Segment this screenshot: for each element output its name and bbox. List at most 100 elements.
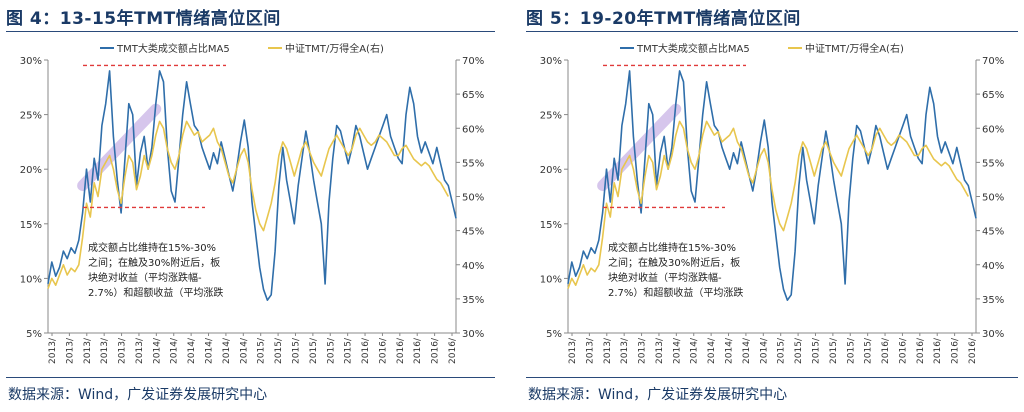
y-right-tick-label: 40%: [462, 261, 484, 272]
y-left-tick-label: 30%: [20, 56, 42, 67]
y-left-tick-label: 30%: [540, 56, 562, 67]
x-tick-label: 2016/: [448, 337, 458, 364]
x-tick-label: 2013/: [48, 337, 58, 364]
x-tick-label: 2015/: [344, 337, 354, 364]
annotation-line: 2.7%）和超额收益（平均涨跌: [88, 286, 223, 299]
x-tick-label: 2015/: [326, 337, 336, 364]
y-right-tick-label: 70%: [462, 56, 484, 67]
x-tick-label: 2016/: [361, 337, 371, 364]
x-tick-label: 2016/: [916, 337, 926, 364]
x-tick-label: 2014/: [672, 337, 682, 364]
y-right-tick-label: 55%: [982, 158, 1004, 169]
x-tick-label: 2015/: [257, 337, 267, 364]
x-tick-label: 2013/: [135, 337, 145, 364]
figure-4-title: 图 4：13-15年TMT情绪高位区间: [6, 9, 281, 29]
annotation-line: 之间；在触及30%附近后，板: [608, 256, 740, 269]
figure-4-top-rule: [6, 31, 495, 32]
figure-5-top-rule: [526, 31, 1018, 32]
figure-5-chart: 5% 10% 15% 20% 25% 30% 30% 35% 40% 45% 50% 55% 60% 65…: [540, 42, 1004, 364]
y-right-tick-label: 50%: [982, 193, 1004, 204]
x-tick-label: 2014/: [707, 337, 717, 364]
x-tick-label: 2014/: [690, 337, 700, 364]
y-right-tick-label: 60%: [462, 124, 484, 135]
x-tick-label: 2013/: [118, 337, 128, 364]
x-tick-label: 2016/: [378, 337, 388, 364]
x-tick-label: 2014/: [222, 337, 232, 364]
x-tick-label: 2013/: [620, 337, 630, 364]
x-tick-label: 2015/: [811, 337, 821, 364]
annotation-line: 块绝对收益（平均涨跌幅-: [608, 271, 722, 284]
y-left-tick-label: 10%: [20, 274, 42, 285]
y-right-tick-label: 55%: [462, 158, 484, 169]
trend-band: [597, 103, 682, 192]
x-tick-label: 2013/: [603, 337, 613, 364]
x-tick-label: 2015/: [777, 337, 787, 364]
series-tmt-turnover-line: [47, 70, 457, 302]
y-right-tick-label: 45%: [982, 227, 1004, 238]
y-left-tick-label: 5%: [26, 329, 42, 340]
y-right-tick-label: 35%: [462, 295, 484, 306]
x-tick-label: 2015/: [309, 337, 319, 364]
y-left-tick-label: 25%: [540, 111, 562, 122]
figure-5-bottom-rule: [526, 377, 1018, 378]
x-tick-label: 2015/: [864, 337, 874, 364]
x-tick-label: 2013/: [83, 337, 93, 364]
x-tick-label: 2014/: [725, 337, 735, 364]
trend-band: [77, 103, 162, 192]
x-tick-label: 2013/: [568, 337, 578, 364]
figure-5-source: 数据来源：Wind，广发证券发展研究中心: [528, 387, 788, 403]
figure-4-bottom-rule: [6, 377, 495, 378]
y-right-tick-label: 65%: [462, 90, 484, 101]
x-tick-label: 2016/: [396, 337, 406, 364]
x-tick-label: 2016/: [431, 337, 441, 364]
x-tick-label: 2016/: [968, 337, 978, 364]
series-tmt-relative-line: [567, 120, 969, 289]
y-left-tick-label: 10%: [540, 274, 562, 285]
x-tick-label: 2014/: [205, 337, 215, 364]
figure-4-chart: 5% 10% 15% 20% 25% 30% 30% 35% 40% 45% 50% 55% 60% 65…: [20, 42, 484, 364]
y-left-tick-label: 15%: [540, 220, 562, 231]
annotation-line: 成交额占比维持在15%-30%: [608, 241, 736, 254]
legend-label-turnover: TMT大类成交额占比MA5: [636, 42, 750, 55]
figure-4-source: 数据来源：Wind，广发证券发展研究中心: [8, 387, 268, 403]
annotation-line: 2.7%）和超额收益（平均涨跌: [608, 286, 743, 299]
x-tick-label: 2015/: [291, 337, 301, 364]
legend-label-turnover: TMT大类成交额占比MA5: [116, 42, 230, 55]
x-tick-label: 2015/: [794, 337, 804, 364]
x-tick-label: 2013/: [65, 337, 75, 364]
x-tick-label: 2014/: [742, 337, 752, 364]
x-tick-label: 2014/: [170, 337, 180, 364]
y-right-tick-label: 35%: [982, 295, 1004, 306]
y-left-tick-label: 25%: [20, 111, 42, 122]
x-tick-label: 2015/: [846, 337, 856, 364]
x-tick-label: 2013/: [638, 337, 648, 364]
y-left-tick-label: 20%: [20, 165, 42, 176]
y-right-tick-label: 40%: [982, 261, 1004, 272]
x-tick-label: 2016/: [898, 337, 908, 364]
x-tick-label: 2013/: [100, 337, 110, 364]
legend: TMT大类成交额占比MA5 中证TMT/万得全A(右): [100, 42, 384, 55]
x-tick-label: 2014/: [187, 337, 197, 364]
x-tick-label: 2014/: [759, 337, 769, 364]
y-right-tick-label: 30%: [982, 329, 1004, 340]
x-tick-label: 2014/: [152, 337, 162, 364]
y-right-tick-label: 50%: [462, 193, 484, 204]
y-right-tick-label: 65%: [982, 90, 1004, 101]
y-right-tick-label: 70%: [982, 56, 1004, 67]
legend-label-relative: 中证TMT/万得全A(右): [285, 42, 384, 55]
x-tick-label: 2016/: [951, 337, 961, 364]
legend: TMT大类成交额占比MA5 中证TMT/万得全A(右): [620, 42, 904, 55]
x-tick-label: 2016/: [413, 337, 423, 364]
y-left-tick-label: 5%: [546, 329, 562, 340]
x-tick-label: 2015/: [829, 337, 839, 364]
series-tmt-turnover-line: [567, 70, 977, 302]
x-tick-label: 2015/: [274, 337, 284, 364]
legend-label-relative: 中证TMT/万得全A(右): [805, 42, 904, 55]
y-right-tick-label: 60%: [982, 124, 1004, 135]
figure-5-title: 图 5：19-20年TMT情绪高位区间: [526, 9, 801, 29]
annotation-line: 块绝对收益（平均涨跌幅-: [88, 271, 202, 284]
x-tick-label: 2014/: [239, 337, 249, 364]
y-left-tick-label: 20%: [540, 165, 562, 176]
series-tmt-relative-line: [47, 120, 449, 289]
x-tick-label: 2016/: [881, 337, 891, 364]
